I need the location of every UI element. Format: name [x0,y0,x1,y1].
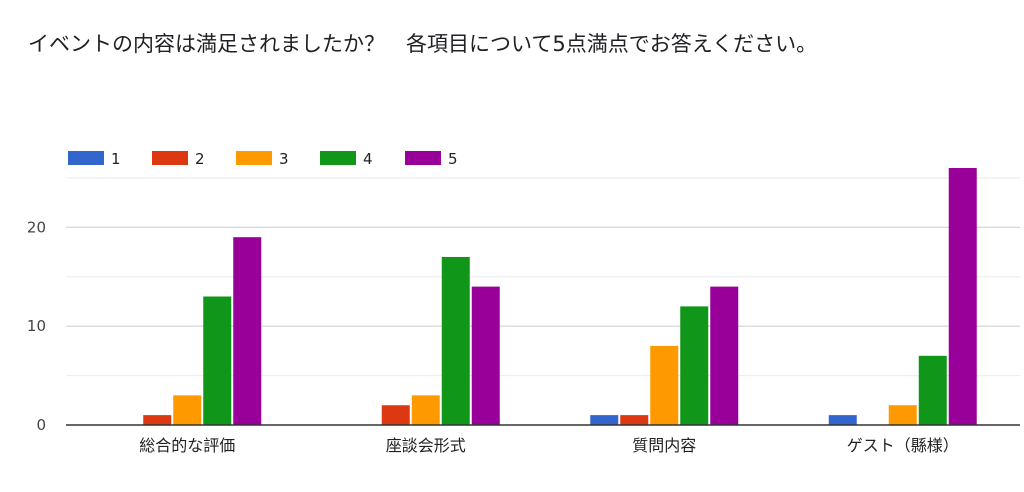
bar [381,405,410,425]
bar [173,395,202,425]
legend-label: 4 [363,150,373,168]
chart-title: イベントの内容は満足されましたか？ 各項目について5点満点でお答えください。 [28,32,818,56]
bars-layer [143,168,977,425]
legend-swatch [236,151,272,165]
bar [888,405,917,425]
legend-label: 2 [195,150,205,168]
legend-swatch [68,151,104,165]
legend: 1 2 3 4 5 [68,150,458,168]
y-tick-label: 20 [27,218,46,236]
bar [710,286,739,425]
legend-swatch [320,151,356,165]
legend-swatch [152,151,188,165]
bar [680,306,709,425]
bar [650,345,679,425]
axis-layer: 0 10 20 総合的な評価 座談会形式 質問内容 ゲスト（縣様） [27,218,1020,455]
bar [233,237,262,425]
bar [441,256,470,425]
legend-swatch [405,151,441,165]
bar [143,415,172,425]
bar [590,415,619,425]
y-tick-label: 0 [36,416,46,434]
category-label: ゲスト（縣様） [847,436,959,455]
bar [918,355,947,425]
legend-label: 5 [448,150,458,168]
bar [948,168,977,425]
category-label: 質問内容 [632,436,696,455]
category-label: 総合的な評価 [139,436,235,455]
bar [411,395,440,425]
bar [828,415,857,425]
bar [203,296,232,425]
category-label: 座談会形式 [386,436,466,455]
bar [471,286,500,425]
legend-label: 3 [279,150,289,168]
bar [620,415,649,425]
y-tick-label: 10 [27,317,46,335]
legend-label: 1 [111,150,121,168]
